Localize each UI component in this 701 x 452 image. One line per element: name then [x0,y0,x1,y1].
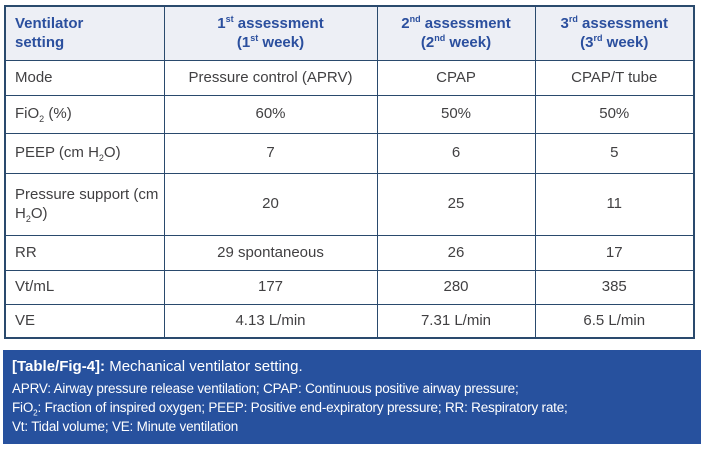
table-row: Mode Pressure control (APRV) CPAP CPAP/T tu… [4,59,695,96]
column-header-setting: Ventilator setting [4,5,165,61]
cell-value: 4.13 L/min [163,303,378,339]
cell-value: 177 [163,269,378,305]
table-row: VE 4.13 L/min 7.31 L/min 6.5 L/min [4,303,695,339]
ventilator-settings-table-wrap: Ventilator setting 1st assessment (1st week… [4,5,695,339]
table-row: FiO2 (%) 60% 50% 50% [4,94,695,134]
table-row: Pressure support (cm H2O) 20 25 11 [4,172,695,236]
table-row: RR 29 spontaneous 26 17 [4,234,695,271]
cell-value: 17 [534,234,695,271]
cell-value: 385 [534,269,695,305]
column-header-assessment-2: 2nd assessment (2nd week) [376,5,536,61]
table-body: Mode Pressure control (APRV) CPAP CPAP/T tu… [4,59,695,339]
cell-value: CPAP [376,59,536,96]
row-label: PEEP (cm H2O) [4,132,165,174]
cell-value: 280 [376,269,536,305]
cell-value: 20 [163,172,378,236]
cell-value: 50% [534,94,695,134]
cell-value: 25 [376,172,536,236]
ventilator-settings-table: Ventilator setting 1st assessment (1st week… [4,5,695,339]
row-label: Pressure support (cm H2O) [4,172,165,236]
table-row: Vt/mL 177 280 385 [4,269,695,305]
row-label: VE [4,303,165,339]
caption-bar: [Table/Fig-4]: Mechanical ventilator set… [3,350,701,444]
table-caption: [Table/Fig-4]: Mechanical ventilator set… [12,357,691,377]
cell-value: 26 [376,234,536,271]
row-label: FiO2 (%) [4,94,165,134]
cell-value: CPAP/T tube [534,59,695,96]
caption-tag: [Table/Fig-4]: [12,358,106,375]
abbreviations-footnote: APRV: Airway pressure release ventilatio… [12,381,568,434]
cell-value: 60% [163,94,378,134]
cell-value: 29 spontaneous [163,234,378,271]
cell-value: 5 [534,132,695,174]
cell-value: 6.5 L/min [534,303,695,339]
cell-value: Pressure control (APRV) [163,59,378,96]
row-label: Mode [4,59,165,96]
row-label: RR [4,234,165,271]
column-header-assessment-1: 1st assessment (1st week) [163,5,378,61]
row-label: Vt/mL [4,269,165,305]
column-header-assessment-3: 3rd assessment (3rd week) [534,5,695,61]
caption-text: Mechanical ventilator setting. [109,358,303,375]
cell-value: 7 [163,132,378,174]
cell-value: 7.31 L/min [376,303,536,339]
cell-value: 50% [376,94,536,134]
table-header-row: Ventilator setting 1st assessment (1st week… [4,5,695,61]
cell-value: 6 [376,132,536,174]
table-row: PEEP (cm H2O) 7 6 5 [4,132,695,174]
cell-value: 11 [534,172,695,236]
